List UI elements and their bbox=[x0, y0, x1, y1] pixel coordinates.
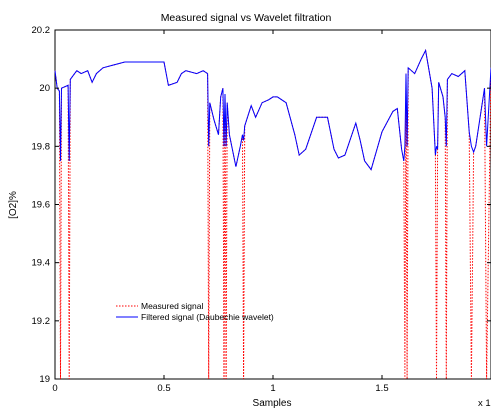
y-tick-label: 19.6 bbox=[32, 200, 51, 211]
y-tick-label: 20.2 bbox=[32, 25, 51, 36]
tick-layer: 0 0.5 1 1.5 19 19.2 19.4 19.6 19.8 20 20.2 bbox=[32, 25, 491, 394]
chart-title: Measured signal vs Wavelet filtration bbox=[161, 12, 332, 24]
y-tick-label: 19 bbox=[39, 374, 50, 385]
x-tick-label: 1 bbox=[270, 383, 275, 394]
legend-label-filtered: Filtered signal (Daubechie wavelet) bbox=[141, 312, 274, 322]
y-tick-label: 19.4 bbox=[32, 258, 51, 269]
x-axis-exponent-label: x 10 bbox=[478, 398, 491, 409]
y-tick-label: 20 bbox=[39, 83, 50, 94]
y-tick-label: 19.2 bbox=[32, 316, 51, 327]
series-layer bbox=[54, 48, 491, 380]
legend: Measured signal Filtered signal (Daubech… bbox=[116, 301, 274, 322]
x-tick-label: 0 bbox=[52, 383, 57, 394]
x-tick-label: 1.5 bbox=[375, 383, 388, 394]
legend-label-measured: Measured signal bbox=[141, 301, 203, 311]
y-axis-label: [O2]% bbox=[8, 191, 19, 219]
x-axis-label: Samples bbox=[253, 398, 292, 409]
plot-area: 0 0.5 1 1.5 19 19.2 19.4 19.6 19.8 20 20.2 bbox=[32, 25, 491, 394]
y-tick-label: 19.8 bbox=[32, 141, 51, 152]
series-line-filtered bbox=[54, 48, 491, 171]
axes-box bbox=[54, 29, 491, 380]
x-tick-label: 0.5 bbox=[157, 383, 170, 394]
